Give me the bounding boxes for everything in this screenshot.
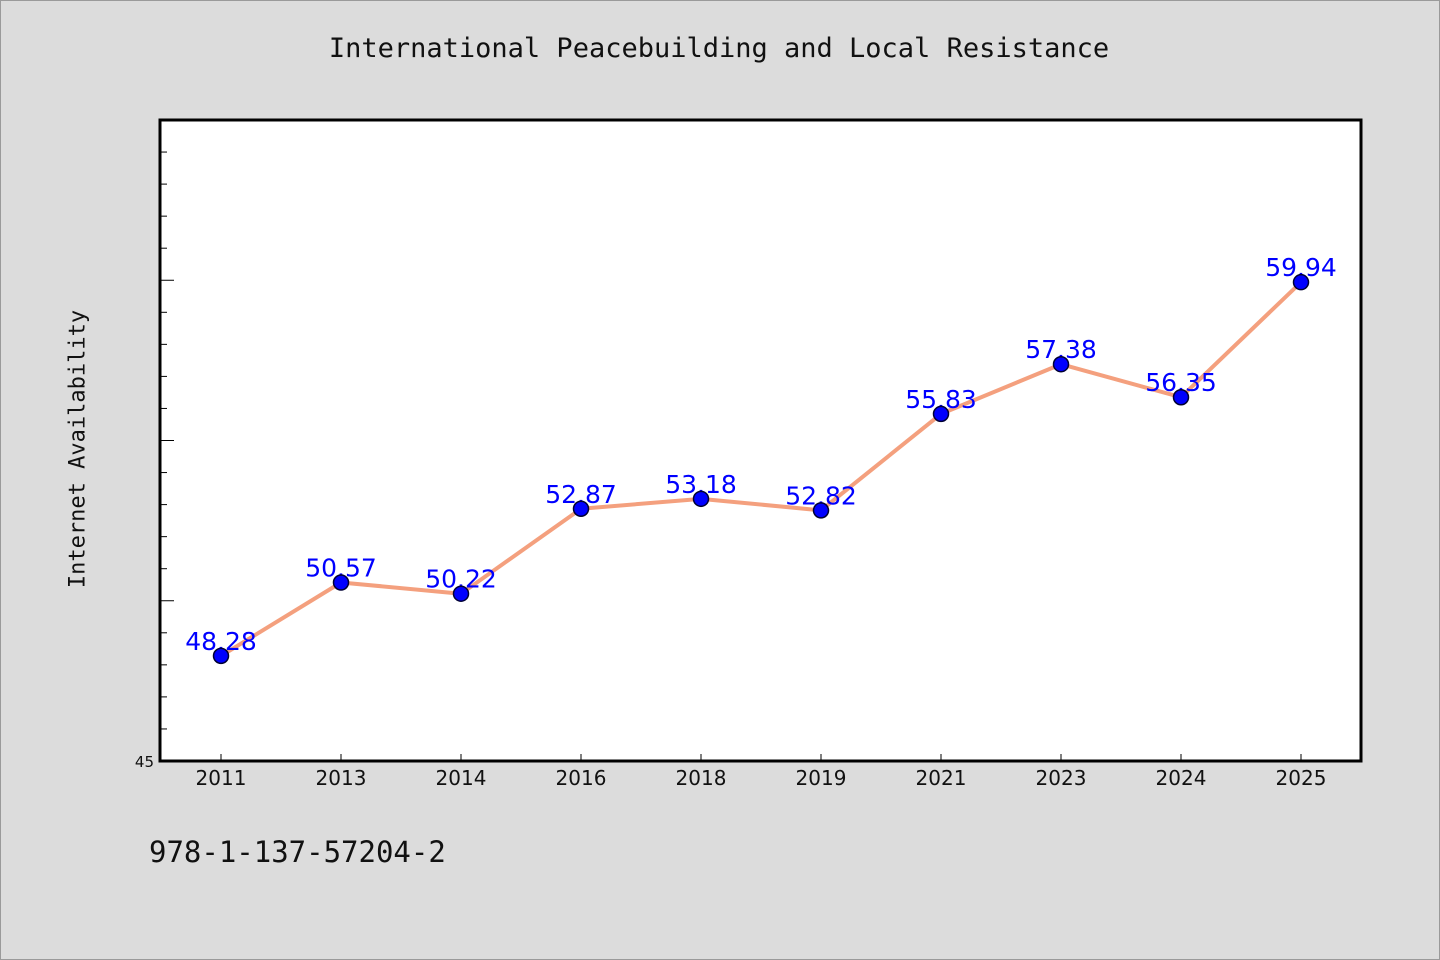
x-tick-label: 2014 <box>436 766 487 790</box>
x-tick-label: 2025 <box>1276 766 1327 790</box>
data-point <box>332 574 350 591</box>
x-tick-label: 2016 <box>556 766 607 790</box>
data-point <box>1172 388 1190 406</box>
y-tick-label: 45 <box>135 753 154 771</box>
x-tick-label: 2011 <box>196 766 247 790</box>
x-tick-label: 2023 <box>1036 766 1087 790</box>
chart-title: International Peacebuilding and Local Re… <box>328 33 1110 64</box>
x-tick-label: 2018 <box>676 766 727 790</box>
x-tick-label: 2019 <box>796 766 847 790</box>
data-point <box>1052 355 1070 373</box>
data-point <box>1292 273 1310 291</box>
data-point <box>212 647 230 665</box>
data-point <box>572 500 590 518</box>
x-tick-label: 2021 <box>916 766 967 790</box>
data-point <box>812 502 830 519</box>
series-line <box>219 280 1303 658</box>
data-point <box>452 585 470 602</box>
isbn-text: 978-1-137-57204-2 <box>149 835 446 869</box>
data-point <box>932 405 950 423</box>
plot-area <box>158 118 1363 763</box>
x-tick-label: 2013 <box>316 766 367 790</box>
data-point <box>692 490 710 508</box>
x-tick-label: 2024 <box>1156 766 1207 790</box>
